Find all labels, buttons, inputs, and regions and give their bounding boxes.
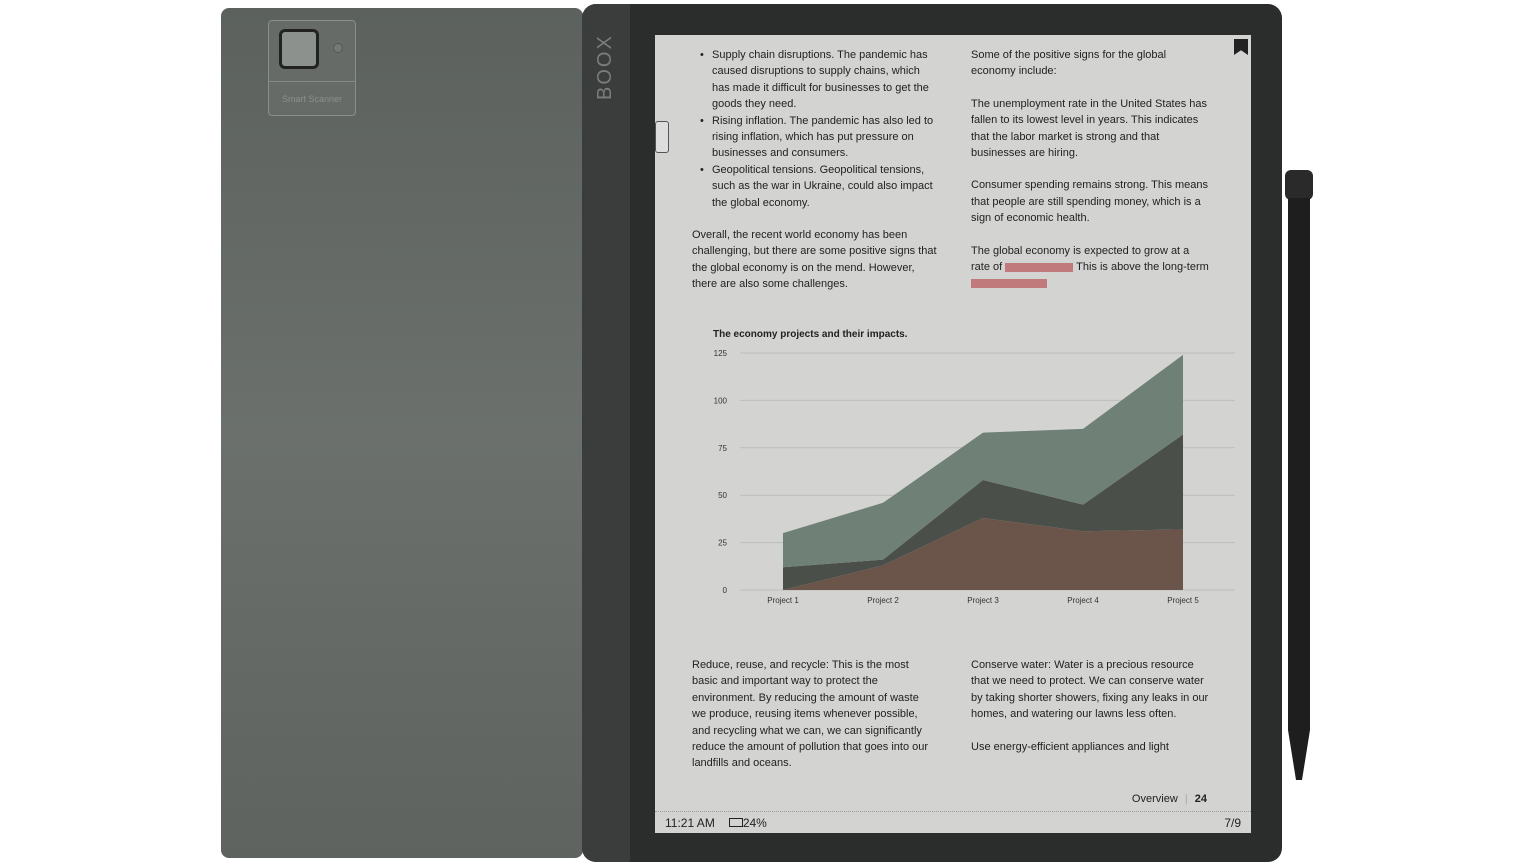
highlight-redaction (971, 279, 1047, 289)
device-cover (221, 8, 583, 858)
reader-screen[interactable]: Supply chain disruptions. The pandemic h… (655, 35, 1251, 833)
scanner-label: Smart Scanner (269, 81, 355, 104)
chart-title: The economy projects and their impacts. (713, 329, 908, 340)
x-tick-label: Project 4 (1067, 596, 1099, 605)
status-bar: 11:21 AM 24% 7/9 (655, 811, 1251, 833)
bookmark-icon[interactable] (1234, 39, 1248, 55)
area-series-1 (783, 517, 1183, 590)
page-number: 24 (1194, 793, 1207, 805)
paragraph: Use energy-efficient appliances and ligh… (971, 740, 1169, 753)
text: The global economy is expected to grow a… (971, 244, 1190, 274)
paragraph: The global economy is expected to grow a… (971, 243, 1211, 292)
paragraph: Conserve water: Water is a precious reso… (971, 659, 1209, 721)
highlight-redaction (1005, 262, 1074, 272)
battery-level: 24% (742, 815, 767, 830)
bottom-right-column: Conserve water: Water is a precious reso… (971, 657, 1211, 771)
area-series-3 (783, 354, 1183, 568)
x-tick-label: Project 1 (767, 596, 799, 605)
bottom-left-column: Reduce, reuse, and recycle: This is the … (692, 657, 932, 788)
bullet-item: Rising inflation. The pandemic has also … (692, 113, 937, 162)
area-series-2 (783, 434, 1183, 590)
x-tick-label: Project 3 (967, 596, 999, 605)
clock: 11:21 AM (665, 815, 715, 830)
stylus-pen (1285, 170, 1313, 780)
left-column: Supply chain disruptions. The pandemic h… (692, 47, 937, 309)
paragraph: The unemployment rate in the United Stat… (971, 97, 1208, 160)
bullet-item: Geopolitical tensions. Geopolitical tens… (692, 162, 937, 211)
camera-icon (279, 29, 319, 69)
paragraph: Consumer spending remains strong. This m… (971, 179, 1209, 225)
side-panel-handle[interactable] (655, 121, 669, 153)
brand-logo: BOOX (594, 34, 616, 100)
page-footer: Overview | 24 (1131, 793, 1207, 805)
paragraph: Some of the positive signs for the globa… (971, 49, 1167, 78)
y-tick-label: 25 (718, 539, 727, 548)
right-column: Some of the positive signs for the globa… (971, 47, 1211, 308)
stacked-area-chart: The economy projects and their impacts. 0… (713, 329, 1235, 605)
battery-icon (728, 818, 743, 827)
paragraph: Overall, the recent world economy has be… (692, 229, 937, 291)
bullet-item: Supply chain disruptions. The pandemic h… (692, 47, 937, 113)
x-tick-label: Project 5 (1167, 596, 1199, 605)
page-progress[interactable]: 7/9 (1224, 815, 1241, 830)
flash-icon (333, 43, 343, 53)
y-tick-label: 50 (718, 491, 727, 500)
y-tick-label: 125 (714, 349, 728, 358)
x-tick-label: Project 2 (867, 596, 899, 605)
section-name: Overview (1131, 793, 1178, 805)
y-tick-label: 100 (714, 396, 728, 405)
smart-scanner-module: Smart Scanner (268, 20, 356, 116)
y-tick-label: 75 (718, 444, 727, 453)
device-spine (582, 4, 630, 862)
text: This is above the long-term (1076, 261, 1209, 274)
y-tick-label: 0 (723, 586, 728, 595)
paragraph: Reduce, reuse, and recycle: This is the … (692, 659, 929, 770)
